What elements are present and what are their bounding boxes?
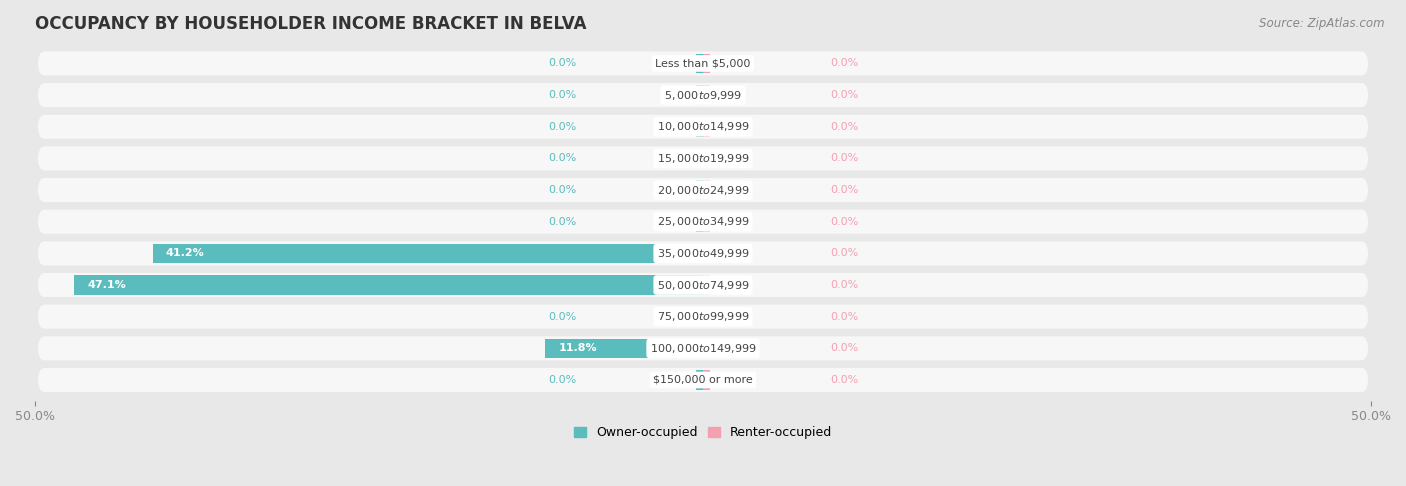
Bar <box>696 86 703 105</box>
Text: Less than $5,000: Less than $5,000 <box>655 58 751 69</box>
Text: 0.0%: 0.0% <box>830 185 858 195</box>
Bar <box>703 243 710 263</box>
Bar <box>696 117 703 137</box>
Text: 0.0%: 0.0% <box>548 375 576 385</box>
Text: $5,000 to $9,999: $5,000 to $9,999 <box>664 88 742 102</box>
Text: 11.8%: 11.8% <box>558 343 598 353</box>
FancyBboxPatch shape <box>38 178 1368 202</box>
Text: $35,000 to $49,999: $35,000 to $49,999 <box>657 247 749 260</box>
Text: 41.2%: 41.2% <box>166 248 205 259</box>
Bar <box>703 180 710 200</box>
Text: 0.0%: 0.0% <box>548 154 576 163</box>
Bar <box>696 180 703 200</box>
Bar <box>703 86 710 105</box>
Text: $10,000 to $14,999: $10,000 to $14,999 <box>657 120 749 133</box>
Text: $25,000 to $34,999: $25,000 to $34,999 <box>657 215 749 228</box>
Bar <box>696 53 703 73</box>
Text: 0.0%: 0.0% <box>548 122 576 132</box>
Bar <box>703 307 710 327</box>
Text: 0.0%: 0.0% <box>548 312 576 322</box>
Text: 0.0%: 0.0% <box>830 154 858 163</box>
FancyBboxPatch shape <box>38 368 1368 392</box>
Text: OCCUPANCY BY HOUSEHOLDER INCOME BRACKET IN BELVA: OCCUPANCY BY HOUSEHOLDER INCOME BRACKET … <box>35 15 586 33</box>
Text: $150,000 or more: $150,000 or more <box>654 375 752 385</box>
FancyBboxPatch shape <box>38 336 1368 360</box>
FancyBboxPatch shape <box>38 146 1368 171</box>
Text: 0.0%: 0.0% <box>548 185 576 195</box>
Bar <box>703 212 710 231</box>
Legend: Owner-occupied, Renter-occupied: Owner-occupied, Renter-occupied <box>568 421 838 444</box>
Bar <box>73 275 703 295</box>
FancyBboxPatch shape <box>38 242 1368 265</box>
Text: 47.1%: 47.1% <box>87 280 127 290</box>
FancyBboxPatch shape <box>38 83 1368 107</box>
Text: 0.0%: 0.0% <box>830 312 858 322</box>
Text: Source: ZipAtlas.com: Source: ZipAtlas.com <box>1260 17 1385 30</box>
FancyBboxPatch shape <box>38 52 1368 75</box>
Text: 0.0%: 0.0% <box>830 122 858 132</box>
Text: 0.0%: 0.0% <box>830 280 858 290</box>
Text: 0.0%: 0.0% <box>548 217 576 227</box>
Bar <box>703 370 710 390</box>
Bar <box>696 212 703 231</box>
Text: 0.0%: 0.0% <box>830 90 858 100</box>
Text: $75,000 to $99,999: $75,000 to $99,999 <box>657 310 749 323</box>
Text: $100,000 to $149,999: $100,000 to $149,999 <box>650 342 756 355</box>
Text: 0.0%: 0.0% <box>830 58 858 69</box>
Text: 0.0%: 0.0% <box>548 58 576 69</box>
Bar <box>696 307 703 327</box>
Text: 0.0%: 0.0% <box>830 248 858 259</box>
Text: 0.0%: 0.0% <box>830 375 858 385</box>
Text: 0.0%: 0.0% <box>830 217 858 227</box>
FancyBboxPatch shape <box>38 209 1368 234</box>
FancyBboxPatch shape <box>38 273 1368 297</box>
Bar <box>703 117 710 137</box>
Bar <box>696 370 703 390</box>
Bar <box>703 149 710 168</box>
Bar <box>696 149 703 168</box>
Bar <box>546 339 703 358</box>
Bar <box>703 53 710 73</box>
FancyBboxPatch shape <box>38 115 1368 139</box>
Bar <box>703 339 710 358</box>
FancyBboxPatch shape <box>38 305 1368 329</box>
Text: $15,000 to $19,999: $15,000 to $19,999 <box>657 152 749 165</box>
Text: 0.0%: 0.0% <box>548 90 576 100</box>
Bar <box>703 275 710 295</box>
Text: $50,000 to $74,999: $50,000 to $74,999 <box>657 278 749 292</box>
Bar <box>153 243 703 263</box>
Text: 0.0%: 0.0% <box>830 343 858 353</box>
Text: $20,000 to $24,999: $20,000 to $24,999 <box>657 184 749 196</box>
